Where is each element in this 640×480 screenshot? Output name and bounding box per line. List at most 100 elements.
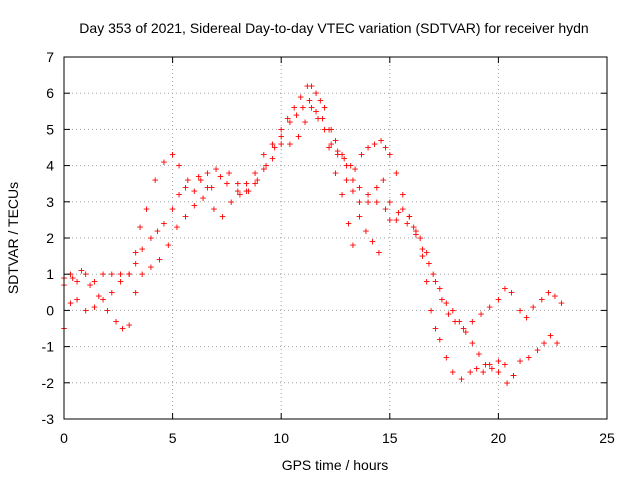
data-point: + xyxy=(219,210,226,223)
data-point: + xyxy=(243,177,250,190)
data-point: + xyxy=(482,358,489,371)
data-point: + xyxy=(161,156,168,169)
x-tick-label: 10 xyxy=(273,430,289,446)
data-point: + xyxy=(119,322,126,335)
series-track-2: ++ ++ +++++++++++++ +++++++ ++++++++++++++++… xyxy=(61,94,561,382)
data-point: + xyxy=(476,347,483,360)
data-point: + xyxy=(406,210,413,223)
data-point: + xyxy=(419,242,426,255)
y-tick-labels: -3 -2 -1 0 1 2 3 4 5 6 7 xyxy=(42,49,55,427)
data-point: + xyxy=(458,373,465,386)
data-point: + xyxy=(308,101,315,114)
data-point: + xyxy=(334,148,341,161)
data-point: + xyxy=(339,188,346,201)
data-point: + xyxy=(321,123,328,136)
data-point: + xyxy=(460,322,467,335)
data-point: + xyxy=(393,213,400,226)
x-tick-label: 5 xyxy=(169,430,177,446)
data-point: + xyxy=(545,286,552,299)
data-point: + xyxy=(426,257,433,270)
data-point: + xyxy=(67,268,74,281)
data-point: + xyxy=(469,315,476,328)
data-point: + xyxy=(174,221,181,234)
data-point: + xyxy=(328,137,335,150)
data-point: + xyxy=(510,369,517,382)
data-point: + xyxy=(313,87,320,100)
data-point: + xyxy=(304,80,311,93)
data-point: + xyxy=(293,108,300,121)
data-point: + xyxy=(278,123,285,136)
data-point: + xyxy=(380,174,387,187)
data-point: + xyxy=(95,289,102,302)
data-point: + xyxy=(326,141,333,154)
x-tick-label: 25 xyxy=(599,430,615,446)
data-series: ++++++ + + +++++++++ + + +++++++++++++++++++++… xyxy=(61,80,565,390)
data-point: + xyxy=(154,224,161,237)
data-point: + xyxy=(486,300,493,313)
data-point: + xyxy=(297,90,304,103)
data-point: + xyxy=(132,246,139,259)
data-point: + xyxy=(395,206,402,219)
data-point: + xyxy=(204,181,211,194)
data-point: + xyxy=(82,304,89,317)
data-point: + xyxy=(341,152,348,165)
data-point: + xyxy=(126,268,133,281)
data-point: + xyxy=(132,257,139,270)
data-point: + xyxy=(436,282,443,295)
data-point: + xyxy=(245,184,252,197)
data-point: + xyxy=(495,365,502,378)
data-point: + xyxy=(419,250,426,263)
data-point: + xyxy=(252,166,259,179)
y-tick-label: 1 xyxy=(46,266,54,282)
data-point: + xyxy=(393,166,400,179)
data-point: + xyxy=(208,181,215,194)
data-point: + xyxy=(334,145,341,158)
data-point: + xyxy=(132,286,139,299)
data-point: + xyxy=(406,210,413,223)
data-point: + xyxy=(91,300,98,313)
data-point: + xyxy=(343,174,350,187)
data-point: + xyxy=(152,174,159,187)
data-point: + xyxy=(260,148,267,161)
data-point: + xyxy=(350,174,357,187)
data-point: + xyxy=(538,293,545,306)
data-point: + xyxy=(137,221,144,234)
data-point: + xyxy=(82,268,89,281)
data-point: + xyxy=(295,130,302,143)
data-point: + xyxy=(462,326,469,339)
y-axis-label: SDTVAR / TECUs xyxy=(5,182,21,294)
data-point: + xyxy=(176,188,183,201)
data-point: + xyxy=(108,286,115,299)
data-point: + xyxy=(169,148,176,161)
data-point: + xyxy=(443,297,450,310)
data-point: + xyxy=(328,123,335,136)
data-point: + xyxy=(430,268,437,281)
data-point: + xyxy=(525,351,532,364)
data-point: + xyxy=(69,271,76,284)
data-point: + xyxy=(510,369,517,382)
data-point: + xyxy=(243,184,250,197)
data-point: + xyxy=(100,268,107,281)
series-track-4: +++++++++ xyxy=(326,141,383,259)
data-point: + xyxy=(423,246,430,259)
data-point: + xyxy=(126,268,133,281)
data-point: + xyxy=(213,163,220,176)
data-point: + xyxy=(332,134,339,147)
data-point: + xyxy=(260,163,267,176)
data-point: + xyxy=(87,279,94,292)
data-point: + xyxy=(517,304,524,317)
data-point: + xyxy=(191,199,198,212)
x-tick-label: 0 xyxy=(60,430,68,446)
data-point: + xyxy=(195,170,202,183)
data-point: + xyxy=(449,304,456,317)
data-point: + xyxy=(278,137,285,150)
data-point: + xyxy=(228,195,235,208)
data-point: + xyxy=(369,235,376,248)
data-point: + xyxy=(237,188,244,201)
series-track-3: + +++++++ ++++++++++++ +++++++ +++++++++++++… xyxy=(61,101,565,335)
data-point: + xyxy=(371,137,378,150)
data-point: + xyxy=(339,148,346,161)
data-point: + xyxy=(67,297,74,310)
data-point: + xyxy=(74,275,81,288)
